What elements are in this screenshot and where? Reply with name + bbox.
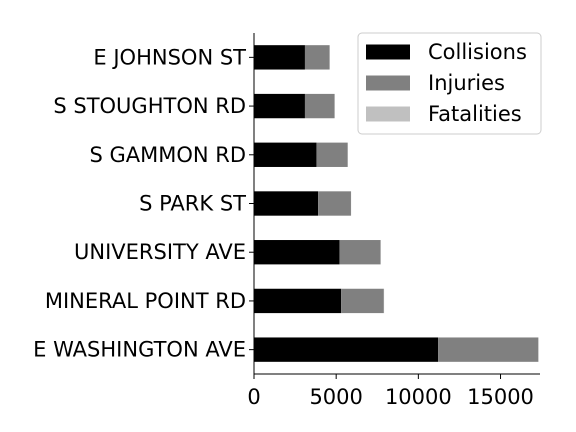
bar-injuries-e-washington-ave [438, 337, 539, 362]
bar-injuries-e-johnson-st [304, 45, 330, 70]
bar-injuries-s-stoughton-rd [304, 93, 335, 119]
y-tick-label-s-stoughton-rd: S STOUGHTON RD [53, 94, 246, 118]
x-tick-label-10000: 10000 [385, 385, 452, 409]
y-tick-label-s-park-st: S PARK ST [139, 192, 246, 216]
y-tick-label-e-washington-ave: E WASHINGTON AVE [33, 338, 246, 362]
bar-injuries-university-ave [339, 240, 381, 265]
bars [254, 45, 539, 362]
x-tick-label-0: 0 [247, 385, 260, 409]
bar-collisions-e-washington-ave [254, 337, 439, 362]
bar-collisions-mineral-point-rd [254, 288, 342, 314]
legend-label-injuries: Injuries [428, 71, 505, 95]
y-tick-label-s-gammon-rd: S GAMMON RD [89, 143, 246, 167]
y-tick-label-mineral-point-rd: MINERAL POINT RD [45, 289, 246, 313]
legend-label-fatalities: Fatalities [428, 102, 522, 126]
bar-injuries-mineral-point-rd [341, 288, 384, 314]
bar-collisions-s-park-st [254, 191, 319, 216]
x-tick-label-15000: 15000 [467, 385, 534, 409]
bar-collisions-s-gammon-rd [254, 142, 317, 167]
bar-injuries-s-park-st [318, 191, 351, 216]
x-axis: 0 5000 10000 15000 [247, 373, 540, 409]
y-axis: E WASHINGTON AVE MINERAL POINT RD UNIVERSI… [33, 33, 255, 374]
bar-collisions-university-ave [254, 240, 340, 265]
legend-label-collisions: Collisions [428, 40, 527, 64]
y-tick-label-university-ave: UNIVERSITY AVE [74, 240, 246, 264]
legend: Collisions Injuries Fatalities [357, 32, 542, 135]
legend-swatch-injuries [366, 75, 410, 91]
bar-injuries-s-gammon-rd [316, 142, 348, 167]
legend-swatch-collisions [366, 44, 410, 60]
legend-swatch-fatalities [366, 106, 410, 122]
bar-collisions-e-johnson-st [254, 45, 305, 70]
x-tick-label-5000: 5000 [309, 385, 362, 409]
bar-collisions-s-stoughton-rd [254, 93, 305, 119]
y-tick-label-e-johnson-st: E JOHNSON ST [93, 45, 246, 69]
